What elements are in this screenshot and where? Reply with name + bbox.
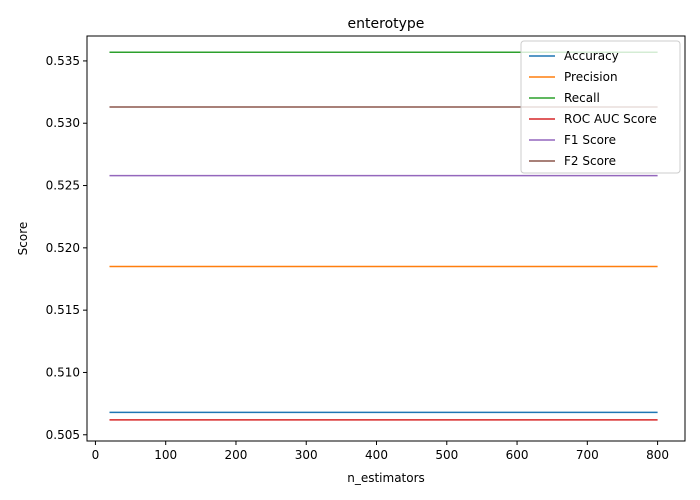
legend-label: F2 Score — [564, 154, 616, 168]
x-tick-label: 600 — [506, 448, 529, 462]
x-axis-label: n_estimators — [347, 471, 425, 485]
legend-label: Accuracy — [564, 49, 619, 63]
y-tick-label: 0.520 — [46, 241, 80, 255]
chart-title: enterotype — [348, 16, 425, 32]
x-tick-label: 200 — [225, 448, 248, 462]
x-tick-label: 0 — [92, 448, 100, 462]
legend-label: Recall — [564, 91, 600, 105]
y-tick-label: 0.510 — [46, 365, 80, 379]
y-tick-label: 0.530 — [46, 116, 80, 130]
y-axis-label: Score — [16, 222, 30, 256]
y-tick-label: 0.515 — [46, 303, 80, 317]
x-tick-label: 800 — [646, 448, 669, 462]
y-tick-label: 0.505 — [46, 428, 80, 442]
legend-label: Precision — [564, 70, 618, 84]
x-tick-label: 300 — [295, 448, 318, 462]
legend-label: ROC AUC Score — [564, 112, 657, 126]
y-tick-label: 0.535 — [46, 54, 80, 68]
legend-label: F1 Score — [564, 133, 616, 147]
x-tick-label: 400 — [365, 448, 388, 462]
legend-box — [520, 40, 681, 174]
y-axis: 0.505 0.510 0.515 0.520 0.525 0.530 0.535 — [46, 54, 87, 442]
x-tick-label: 500 — [435, 448, 458, 462]
x-tick-label: 700 — [576, 448, 599, 462]
x-tick-label: 100 — [154, 448, 177, 462]
legend: Accuracy Precision Recall ROC AUC Score F1 S… — [520, 40, 681, 174]
y-tick-label: 0.525 — [46, 179, 80, 193]
plot-frame — [86, 35, 686, 442]
series-lines — [109, 51, 658, 421]
x-axis: 0 100 200 300 400 500 600 700 800 — [92, 441, 669, 462]
